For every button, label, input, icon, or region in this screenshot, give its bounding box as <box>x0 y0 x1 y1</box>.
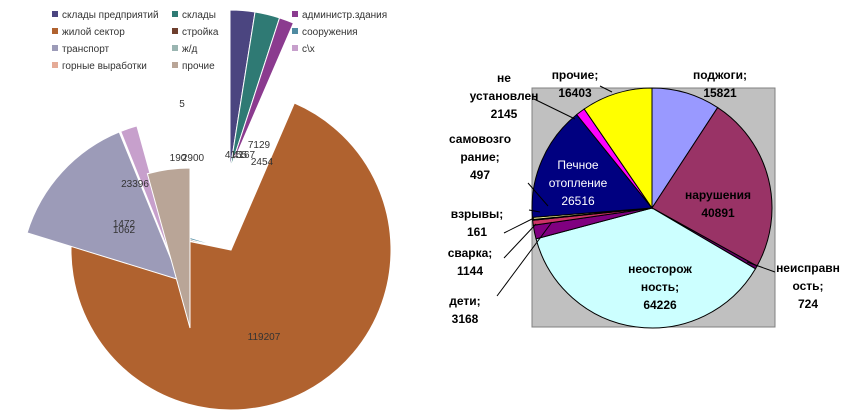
pie-data-label: сварка; 1144 <box>448 246 493 278</box>
pie-slice <box>531 113 653 218</box>
pie-slice <box>146 167 191 329</box>
left-pie-chart <box>26 9 392 411</box>
pie-data-label: поджоги; 15821 <box>693 68 747 100</box>
legend-swatch <box>172 28 178 34</box>
legend-item: администр.здания <box>292 10 387 22</box>
leader-line <box>496 221 553 297</box>
legend-swatch <box>52 11 58 17</box>
legend-label: прочие <box>182 61 215 72</box>
legend-item: жилой сектор <box>52 27 125 39</box>
right-pie-leader-lines <box>496 85 776 297</box>
right-pie-chart <box>531 87 773 329</box>
legend-item: прочие <box>172 61 215 73</box>
left-chart-legend: склады предприятий склады администр.здания… <box>52 10 387 85</box>
legend-swatch <box>172 45 178 51</box>
legend-label: жилой сектор <box>62 27 125 38</box>
legend-item: транспорт <box>52 44 109 56</box>
legend-item: горные выработки <box>52 61 147 73</box>
pie-data-label: самовозго рание; 497 <box>449 132 511 182</box>
legend-item: стройка <box>172 27 218 39</box>
legend-swatch <box>172 11 178 17</box>
legend-label: горные выработки <box>62 61 147 72</box>
pie-data-label: неосторож ность; 64226 <box>628 262 692 312</box>
legend-swatch <box>52 62 58 68</box>
pie-data-label: 1472 <box>113 219 136 230</box>
pie-data-label: 23396 <box>121 179 149 190</box>
legend-label: ж/д <box>182 44 198 55</box>
legend-label: транспорт <box>62 44 110 55</box>
leader-line <box>503 217 535 234</box>
leader-line <box>503 223 537 259</box>
pie-data-label: нарушения 40891 <box>685 188 751 220</box>
legend-swatch <box>292 11 298 17</box>
pie-slice <box>651 106 773 267</box>
pie-data-label: 4155 <box>225 150 248 161</box>
legend-label: с\х <box>302 44 315 55</box>
legend-label: склады <box>182 10 216 21</box>
pie-data-label: Печное отопление 26516 <box>549 158 608 208</box>
legend-item: склады <box>172 10 216 22</box>
legend-swatch <box>52 28 58 34</box>
pie-data-label: 2900 <box>182 153 205 164</box>
pie-data-label: 1062 <box>113 225 136 236</box>
legend-swatch <box>292 28 298 34</box>
legend-item: склады предприятий <box>52 10 159 22</box>
leader-line <box>746 261 776 273</box>
legend-item: с\х <box>292 44 315 56</box>
pie-slice <box>535 207 757 329</box>
pie-data-label: 7129 <box>248 140 271 151</box>
leader-line <box>533 98 576 120</box>
pie-slice <box>583 87 653 210</box>
pie-data-label: неисправн ость; 724 <box>776 261 840 311</box>
legend-swatch <box>172 62 178 68</box>
legend-label: склады предприятий <box>62 10 159 21</box>
pie-data-label: 2454 <box>251 157 274 168</box>
pie-data-label: 4167 <box>233 150 256 161</box>
pie-data-label: дети; 3168 <box>449 294 480 326</box>
right-pie-data-labels: поджоги; 15821 прочие; 16403 не установлен 214… <box>448 68 840 326</box>
pie-slice <box>229 17 295 171</box>
legend-swatch <box>292 45 298 51</box>
legend-label: сооружения <box>302 27 358 38</box>
pie-data-label: взрывы; 161 <box>451 207 504 239</box>
pie-data-label: не установлен 2145 <box>470 71 539 121</box>
legend-item: сооружения <box>292 27 358 39</box>
pie-data-label: 5 <box>179 99 185 110</box>
leader-line <box>528 209 541 213</box>
legend-label: стройка <box>182 27 219 38</box>
pie-data-label: 119207 <box>248 332 281 343</box>
pie-slice <box>70 102 392 411</box>
legend-label: администр.здания <box>302 10 388 21</box>
legend-item: ж/д <box>172 44 197 56</box>
pie-data-label: прочие; 16403 <box>552 68 599 100</box>
leader-line <box>527 182 549 207</box>
pie-slice <box>26 131 181 281</box>
leader-line <box>599 85 613 93</box>
pie-data-label: 190 <box>170 153 187 164</box>
legend-swatch <box>52 45 58 51</box>
